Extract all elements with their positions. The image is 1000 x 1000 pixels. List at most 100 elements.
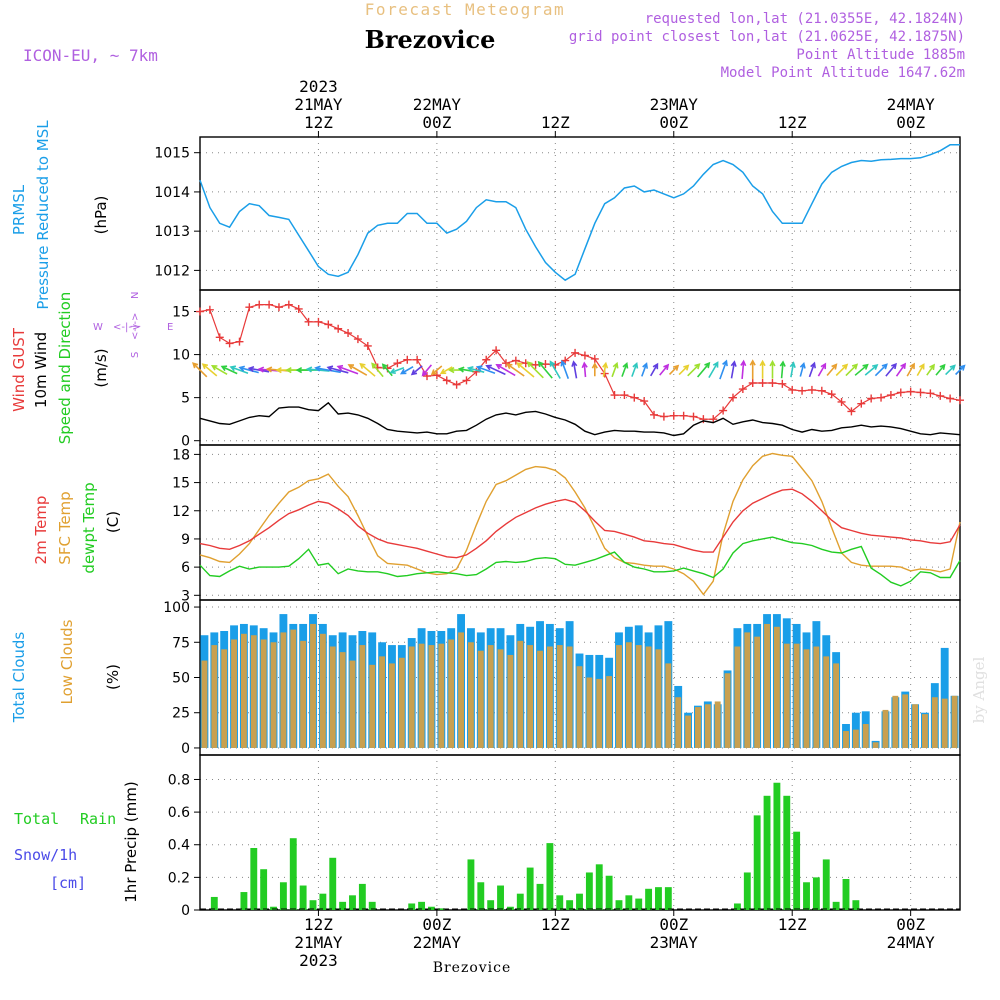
y-tick-label: 3: [181, 588, 190, 604]
low-cloud-bar: [793, 643, 800, 748]
low-cloud-bar: [270, 642, 277, 748]
low-cloud-bar: [211, 645, 218, 748]
low-cloud-bar: [408, 646, 415, 748]
low-cloud-bar: [813, 646, 820, 748]
low-cloud-bar: [862, 724, 869, 748]
wind-direction-arrow: [475, 365, 496, 375]
top-axis-hour: 12Z: [541, 113, 570, 132]
wind-direction-arrow: [631, 362, 639, 377]
y-tick-label: 1015: [154, 146, 190, 162]
wind-direction-arrow: [799, 361, 806, 377]
low-cloud-bar: [280, 632, 287, 748]
rain-bar: [428, 906, 435, 910]
y-tick-label: 0.2: [168, 870, 190, 886]
low-cloud-bar: [704, 704, 711, 748]
top-axis-date: 21MAY: [294, 95, 343, 114]
rain-bar: [467, 859, 475, 910]
low-cloud-bar: [458, 632, 464, 748]
rain-bar: [645, 888, 653, 910]
wind-ylabel-speed: Speed and Direction: [56, 292, 74, 445]
y-tick-label: 75: [172, 635, 190, 651]
total-cloud-bar: [940, 647, 949, 748]
low-cloud-bar: [546, 646, 553, 748]
y-tick-label: 1014: [154, 185, 190, 201]
low-cloud-bar: [428, 645, 435, 748]
low-cloud-bar: [635, 645, 642, 748]
gust-marker: [482, 355, 491, 364]
rain-bar: [773, 782, 781, 910]
wind-direction-arrow: [650, 362, 659, 377]
y-tick-label: 9: [181, 532, 190, 548]
wind-direction-arrow: [314, 365, 341, 374]
wind-direction-arrow: [935, 363, 946, 376]
low-cloud-bar: [606, 676, 613, 748]
rain-bar: [437, 908, 445, 910]
gust-marker: [492, 346, 501, 355]
wind-direction-arrow: [421, 364, 433, 377]
rain-bar: [339, 901, 347, 910]
wind-direction-arrow: [789, 361, 796, 378]
low-cloud-bar: [951, 695, 958, 748]
low-cloud-bar: [507, 654, 514, 748]
gust-marker: [413, 355, 422, 364]
top-axis-date: 23MAY: [650, 95, 699, 114]
wind-direction-arrow: [668, 364, 680, 375]
rain-bar: [635, 898, 643, 910]
low-cloud-bar: [724, 673, 731, 748]
gust-marker: [630, 393, 639, 402]
y-tick-label: 15: [172, 305, 190, 321]
clouds-panel: 0 25 50 75 100: [163, 599, 961, 757]
wind-direction-arrow: [495, 363, 516, 377]
wind-direction-arrow: [955, 364, 966, 376]
gust-marker: [344, 329, 353, 338]
gust-marker: [896, 388, 905, 397]
low-cloud-bar: [882, 709, 889, 748]
title-label: Forecast Meteogram: [365, 0, 565, 19]
low-cloud-bar: [783, 643, 790, 748]
low-cloud-bar: [645, 646, 652, 748]
wind-direction-arrow: [560, 359, 570, 379]
low-cloud-bar: [369, 664, 376, 748]
gust-marker: [393, 359, 402, 368]
rain-bar: [299, 885, 307, 910]
gust-marker: [936, 391, 945, 400]
low-cloud-bar: [497, 649, 504, 748]
bottom-axis-date: 22MAY: [413, 933, 462, 952]
wind-direction-arrow: [571, 360, 578, 379]
gust-marker: [353, 335, 362, 344]
gust-marker: [511, 356, 520, 365]
model-label: ICON-EU, ~ 7km: [23, 46, 158, 65]
wind-direction-arrow: [895, 362, 907, 377]
gust-marker: [284, 300, 293, 309]
y-tick-label: 0.4: [168, 838, 190, 854]
low-cloud-bar: [685, 715, 692, 748]
gust-marker: [650, 410, 659, 419]
compass-s: S: [130, 352, 141, 358]
y-tick-label: 0: [181, 434, 190, 450]
gust-marker: [906, 387, 915, 396]
gust-marker: [274, 303, 283, 312]
wind-direction-arrow: [749, 359, 756, 380]
rain-bar: [753, 815, 761, 910]
wind-direction-arrow: [336, 364, 359, 375]
gust-marker: [699, 415, 708, 424]
gust-marker: [877, 393, 886, 402]
y-tick-label: 1013: [154, 224, 190, 240]
gust-marker: [403, 355, 412, 364]
rain-bar: [477, 882, 485, 910]
wind-direction-arrow: [347, 364, 368, 376]
wind-direction-arrow: [759, 359, 766, 379]
wind-direction-arrow: [678, 364, 690, 376]
requested-coords: requested lon,lat (21.0355E, 42.1824N): [645, 11, 965, 27]
low-cloud-bar: [931, 697, 938, 748]
rain-bar: [506, 906, 514, 910]
top-axis-hour: 12Z: [304, 113, 333, 132]
low-cloud-bar: [438, 643, 445, 748]
wind-direction-arrow: [730, 360, 737, 379]
location-title: Brezovice: [365, 25, 496, 54]
gust-marker: [807, 385, 816, 394]
wind-direction-arrow: [641, 362, 648, 377]
gust-marker: [689, 412, 698, 421]
gust-marker: [817, 386, 826, 395]
